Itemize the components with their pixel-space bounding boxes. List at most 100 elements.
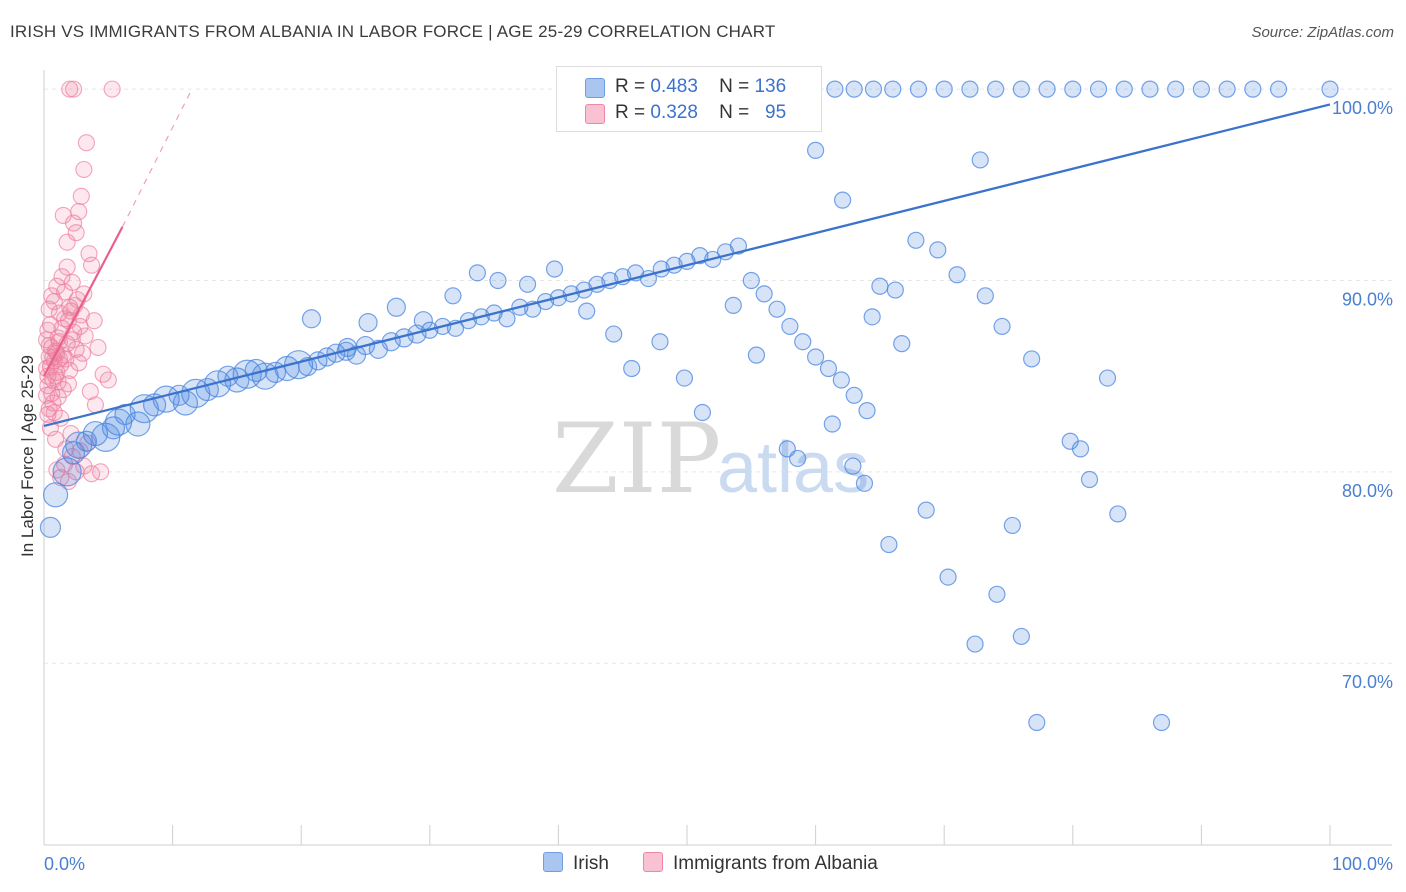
irish-point — [858, 402, 876, 420]
irish-point — [1089, 80, 1108, 98]
irish-point — [747, 346, 766, 364]
legend-swatch-albania — [585, 104, 605, 124]
legend-r-value-irish: 0.483 — [650, 76, 698, 97]
irish-trend-line — [43, 103, 1331, 427]
y-tick-label: 80.0% — [1342, 481, 1393, 501]
irish-point — [794, 333, 812, 351]
bottom-legend-albania[interactable]: Immigrants from Albania — [643, 852, 878, 875]
albania-point — [49, 373, 67, 391]
albania-point — [94, 365, 112, 383]
irish-point — [125, 411, 151, 437]
irish-point — [863, 308, 881, 326]
chart-title: IRISH VS IMMIGRANTS FROM ALBANIA IN LABO… — [10, 22, 776, 41]
irish-point — [819, 359, 838, 378]
albania-point — [75, 160, 93, 179]
irish-point — [1012, 627, 1030, 646]
irish-point — [1152, 713, 1171, 732]
irish-point — [386, 297, 406, 317]
legend-n-value-albania: 95 — [765, 102, 787, 123]
albania-point — [103, 80, 121, 98]
albania-point — [59, 375, 77, 393]
irish-point — [832, 371, 850, 389]
albania-trend-line — [43, 226, 124, 377]
albania-point — [76, 327, 94, 345]
bottom-swatch-irish — [543, 852, 563, 872]
irish-point — [724, 296, 742, 314]
irish-point — [1071, 440, 1090, 458]
irish-point — [498, 310, 516, 328]
irish-point — [993, 317, 1011, 336]
albania-point — [50, 304, 68, 322]
irish-point — [651, 333, 669, 351]
bottom-legend-albania-label: Immigrants from Albania — [673, 853, 878, 874]
y-tick-label: 90.0% — [1342, 289, 1393, 309]
irish-point — [1192, 80, 1211, 98]
irish-point — [413, 311, 433, 331]
albania-trend-extension — [121, 88, 193, 228]
irish-point — [788, 449, 807, 468]
albania-point — [61, 298, 79, 316]
irish-point — [1244, 80, 1262, 98]
albania-point — [65, 80, 83, 98]
irish-point — [987, 80, 1005, 98]
irish-point — [693, 403, 712, 422]
albania-point — [74, 344, 92, 362]
irish-point — [948, 266, 966, 284]
chart-source: Source: ZipAtlas.com — [1251, 24, 1394, 41]
albania-point — [83, 256, 101, 274]
irish-point — [880, 535, 898, 554]
irish-point — [755, 285, 773, 303]
y-tick-label: 70.0% — [1342, 672, 1393, 692]
albania-point — [70, 203, 88, 221]
irish-point — [939, 568, 957, 586]
albania-point — [92, 463, 110, 481]
irish-point — [961, 80, 979, 98]
bottom-legend-irish[interactable]: Irish — [543, 852, 609, 875]
irish-point — [1141, 80, 1159, 98]
irish-point — [1064, 80, 1082, 98]
legend-r-label: R = — [615, 102, 646, 123]
irish-point — [806, 141, 825, 159]
irish-point — [489, 271, 507, 290]
albania-point — [89, 338, 107, 357]
irish-point — [893, 335, 911, 353]
irish-point — [1080, 470, 1099, 489]
legend-swatch-irish — [585, 78, 605, 98]
bottom-swatch-albania — [643, 852, 663, 872]
albania-point — [54, 206, 72, 224]
irish-point — [1038, 80, 1056, 98]
irish-point — [1269, 80, 1288, 98]
irish-point — [742, 271, 760, 290]
watermark-zip: ZIP — [552, 403, 721, 515]
irish-point — [729, 237, 748, 255]
irish-point — [976, 287, 994, 305]
y-tick-label: 100.0% — [1332, 98, 1393, 118]
irish-point — [1321, 80, 1339, 98]
albania-point — [41, 315, 59, 334]
irish-point — [909, 80, 928, 98]
stats-legend: R = 0.483 N = 136 R = 0.328 N = 95 — [556, 66, 822, 132]
x-tick-label: 0.0% — [44, 854, 85, 874]
irish-point — [1115, 80, 1133, 98]
irish-point — [605, 325, 623, 343]
irish-point — [1098, 369, 1117, 387]
irish-point — [1109, 505, 1127, 523]
irish-point — [623, 359, 641, 378]
irish-point — [806, 348, 825, 366]
albania-point — [61, 80, 79, 98]
albania-point — [85, 312, 103, 330]
watermark-atlas: atlas — [717, 428, 869, 508]
irish-point — [971, 151, 989, 169]
watermark: ZIP atlas — [552, 403, 869, 515]
irish-point — [886, 281, 904, 299]
albania-point — [63, 273, 81, 291]
irish-point — [1218, 80, 1236, 98]
series-irish-points — [39, 80, 1339, 732]
irish-point — [823, 415, 841, 433]
albania-point — [45, 403, 63, 422]
irish-point — [675, 369, 694, 387]
albania-point — [58, 233, 76, 251]
albania-point — [58, 258, 76, 276]
legend-r-value-albania: 0.328 — [650, 102, 698, 123]
